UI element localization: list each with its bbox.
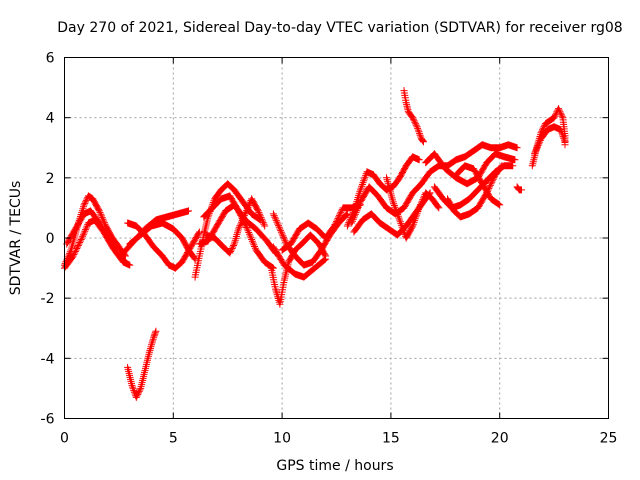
data-point-markers — [422, 150, 519, 188]
y-tick-label: -6 — [41, 412, 55, 428]
data-point-markers — [452, 162, 504, 209]
data-point-markers — [278, 201, 364, 254]
data-point-markers — [400, 87, 427, 146]
chart-title: Day 270 of 2021, Sidereal Day-to-day VTE… — [57, 20, 622, 36]
series-track-f — [126, 219, 199, 263]
y-tick-label: 6 — [46, 51, 55, 67]
series-track-ab — [531, 123, 569, 158]
data-point-markers — [267, 231, 330, 308]
series-track-o — [269, 243, 330, 281]
data-point-markers — [126, 219, 199, 263]
data-point-markers — [200, 192, 277, 272]
y-axis-label: SDTVAR / TECUs — [8, 181, 24, 296]
data-point-markers — [444, 162, 506, 221]
data-point-markers — [124, 219, 203, 272]
series-track-c — [63, 207, 129, 266]
series-track-l — [267, 231, 330, 308]
data-point-markers — [124, 327, 160, 401]
grid-lines — [64, 57, 609, 419]
series-track-t — [400, 87, 427, 146]
data-point-markers — [383, 174, 443, 242]
y-tick-label: 2 — [46, 171, 55, 187]
series-track-d — [124, 219, 203, 272]
data-point-markers — [269, 243, 330, 281]
data-point-markers — [63, 207, 129, 266]
data-point-markers — [202, 195, 269, 257]
x-tick-label: 5 — [169, 431, 178, 447]
data-points — [61, 87, 569, 401]
series-track-x — [444, 162, 506, 221]
data-point-markers — [513, 183, 525, 194]
series-track-n — [278, 201, 364, 254]
series-track-y — [452, 162, 504, 209]
y-tick-label: -2 — [41, 291, 55, 307]
x-tick-label: 10 — [273, 431, 291, 447]
y-tick-label: 0 — [46, 231, 55, 247]
series-track-g — [124, 327, 160, 401]
series-track-v — [422, 150, 519, 188]
axis-ticks: 0 5 10 15 20 25 -6 -4 -2 0 2 4 6 — [41, 51, 618, 447]
x-tick-label: 25 — [600, 431, 618, 447]
series-track-z — [513, 183, 525, 194]
x-tick-label: 20 — [491, 431, 509, 447]
x-tick-label: 15 — [382, 431, 400, 447]
data-point-markers — [531, 123, 569, 158]
y-tick-label: -4 — [41, 351, 55, 367]
x-axis-label: GPS time / hours — [276, 458, 393, 474]
series-track-j — [200, 192, 277, 272]
series-track-s — [383, 174, 443, 242]
x-tick-label: 0 — [60, 431, 69, 447]
y-tick-label: 4 — [46, 111, 55, 127]
series-track-k — [202, 195, 269, 257]
